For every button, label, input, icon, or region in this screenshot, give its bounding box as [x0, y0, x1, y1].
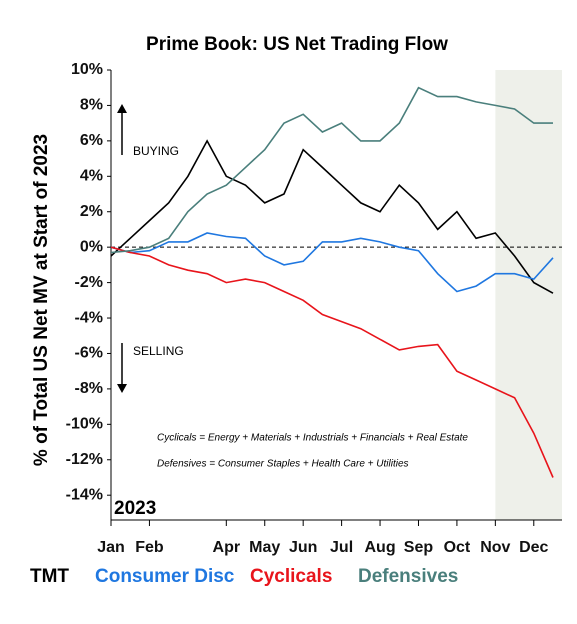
legend-entry: TMT — [30, 566, 69, 587]
annotation: Cyclicals = Energy + Materials + Industr… — [157, 433, 468, 444]
series-line — [110, 246, 554, 478]
y-tick-label: 2% — [80, 203, 103, 220]
series-line — [110, 86, 553, 254]
y-tick-label: -6% — [75, 345, 103, 362]
y-tick-label: 0% — [80, 238, 103, 255]
annotation: 2023 — [114, 498, 156, 519]
y-tick-label: -8% — [75, 380, 103, 397]
y-tick-label: 4% — [80, 168, 103, 185]
chart-title: Prime Book: US Net Trading Flow — [146, 34, 448, 55]
legend-entry: Consumer Disc — [95, 566, 235, 587]
annotation: SELLING — [133, 344, 184, 358]
sell-arrowhead — [117, 384, 127, 393]
y-tick-label: -2% — [75, 274, 103, 291]
legend-entry: Cyclicals — [250, 566, 332, 587]
x-tick-label: Jul — [330, 539, 353, 556]
y-tick-label: -10% — [66, 416, 103, 433]
y-tick-label: -12% — [66, 451, 103, 468]
y-tick-label: 10% — [71, 61, 103, 78]
x-tick-label: Oct — [444, 539, 471, 556]
legend-entry: Defensives — [358, 566, 458, 587]
y-tick-label: 8% — [80, 97, 103, 114]
x-tick-label: Sep — [404, 539, 434, 556]
x-tick-label: May — [249, 539, 280, 556]
x-tick-label: Feb — [135, 539, 164, 556]
x-tick-label: Jan — [97, 539, 125, 556]
x-tick-label: Apr — [213, 539, 241, 556]
y-tick-label: -4% — [75, 309, 103, 326]
y-tick-label: 6% — [80, 132, 103, 149]
x-tick-label: Jun — [289, 539, 317, 556]
x-tick-label: Aug — [364, 539, 395, 556]
annotation: Defensives = Consumer Staples + Health C… — [157, 459, 409, 470]
x-tick-label: Dec — [519, 539, 548, 556]
series-line — [110, 232, 554, 293]
shaded-period — [495, 70, 562, 520]
y-tick-label: -14% — [66, 486, 103, 503]
y-axis-label: % of Total US Net MV at Start of 2023 — [31, 134, 52, 466]
annotation: BUYING — [133, 144, 179, 158]
series-line — [110, 139, 554, 294]
buy-arrowhead — [117, 104, 127, 113]
x-tick-label: Nov — [480, 539, 510, 556]
